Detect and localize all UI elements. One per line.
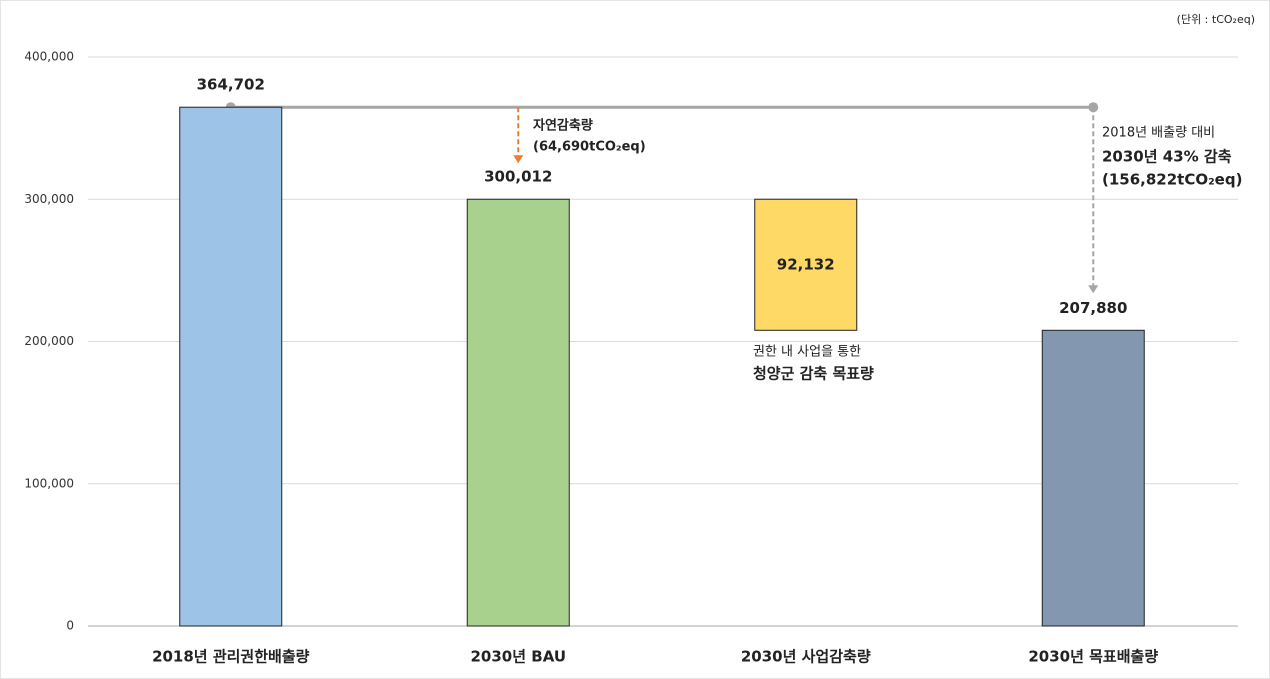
annotation: (64,690tCO₂eq) xyxy=(533,140,646,155)
annotation: 청양군 감축 목표량 xyxy=(753,365,874,383)
bar xyxy=(466,198,570,627)
bar xyxy=(179,106,283,627)
x-tick-label: 2018년 관리권한배출량 xyxy=(152,648,310,666)
y-tick-label: 300,000 xyxy=(24,192,74,206)
unit-note: (단위 : tCO₂eq) xyxy=(1177,13,1255,26)
natural-arrow-head xyxy=(513,155,524,164)
annotation: (156,822tCO₂eq) xyxy=(1102,171,1242,189)
value-label: 300,012 xyxy=(484,168,552,186)
value-label: 92,132 xyxy=(777,255,835,273)
y-tick-label: 200,000 xyxy=(24,334,74,348)
bar xyxy=(1041,329,1145,627)
annotation: 권한 내 사업을 통한 xyxy=(753,345,861,360)
y-tick-label: 400,000 xyxy=(24,50,74,64)
target-arrow-head xyxy=(1088,285,1099,294)
y-tick-label: 100,000 xyxy=(24,476,74,490)
annotation: 자연감축량 xyxy=(533,118,593,134)
annotation: 2018년 배출량 대비 xyxy=(1102,126,1215,141)
x-tick-label: 2030년 BAU xyxy=(470,648,566,666)
x-tick-label: 2030년 사업감축량 xyxy=(741,648,871,666)
y-tick-label: 0 xyxy=(66,619,74,633)
value-label: 207,880 xyxy=(1059,299,1127,317)
x-tick-label: 2030년 목표배출량 xyxy=(1028,648,1158,666)
annotation: 2030년 43% 감축 xyxy=(1102,148,1232,166)
value-label: 364,702 xyxy=(197,76,265,94)
bar xyxy=(754,198,858,331)
